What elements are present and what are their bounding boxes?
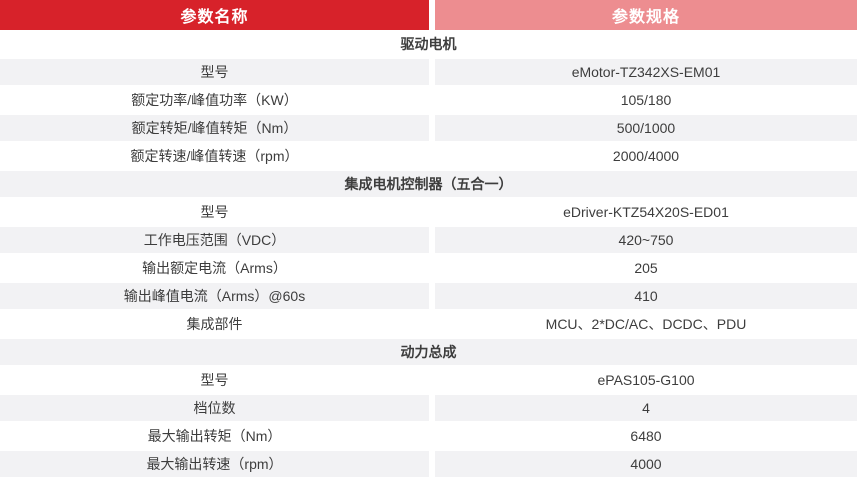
param-name-cell: 型号 — [0, 58, 429, 86]
table-row: 输出额定电流（Arms） 205 — [0, 254, 857, 282]
column-gutter — [429, 86, 435, 114]
section-row-powertrain: 动力总成 — [0, 338, 857, 366]
param-value-cell: 105/180 — [620, 92, 672, 108]
table-row: 最大输出转速（rpm） 4000 — [0, 450, 857, 478]
column-gutter — [429, 114, 435, 142]
param-value-cell: 6480 — [630, 428, 662, 444]
table-row: 集成部件 MCU、2*DC/AC、DCDC、PDU — [0, 310, 857, 338]
param-name-cell: 输出峰值电流（Arms）@60s — [0, 282, 429, 310]
column-gutter — [429, 198, 435, 226]
param-value-cell: 420~750 — [435, 226, 857, 254]
table-row: 额定功率/峰值功率（KW） 105/180 — [0, 86, 857, 114]
param-value-cell: MCU、2*DC/AC、DCDC、PDU — [545, 316, 747, 332]
table-row: 型号 ePAS105-G100 — [0, 366, 857, 394]
column-gutter — [429, 0, 435, 30]
param-name-cell: 最大输出转速（rpm） — [0, 450, 429, 478]
table-header-row: 参数名称 参数规格 — [0, 0, 857, 30]
param-name-cell: 档位数 — [0, 394, 429, 422]
param-name-cell: 额定转速/峰值转速（rpm） — [130, 148, 299, 164]
param-name-cell: 额定功率/峰值功率（KW） — [131, 92, 298, 108]
param-value-cell: ePAS105-G100 — [597, 372, 695, 388]
header-param-name: 参数名称 — [0, 0, 429, 30]
column-gutter — [429, 58, 435, 86]
param-name-cell: 型号 — [200, 204, 229, 220]
param-name-cell: 最大输出转矩（Nm） — [147, 428, 282, 444]
table-row: 额定转矩/峰值转矩（Nm） 500/1000 — [0, 114, 857, 142]
table-row: 额定转速/峰值转速（rpm） 2000/4000 — [0, 142, 857, 170]
column-gutter — [429, 142, 435, 170]
column-gutter — [429, 310, 435, 338]
param-value-cell: 500/1000 — [435, 114, 857, 142]
param-value-cell: 4 — [435, 394, 857, 422]
column-gutter — [429, 422, 435, 450]
param-value-cell: 205 — [634, 260, 658, 276]
column-gutter — [429, 254, 435, 282]
table-row: 档位数 4 — [0, 394, 857, 422]
param-name-cell: 工作电压范围（VDC） — [0, 226, 429, 254]
section-row-drive-motor: 驱动电机 — [0, 30, 857, 58]
table-row: 型号 eDriver-KTZ54X20S-ED01 — [0, 198, 857, 226]
section-row-controller: 集成电机控制器（五合一） — [0, 170, 857, 198]
param-value-cell: eMotor-TZ342XS-EM01 — [435, 58, 857, 86]
param-name-cell: 集成部件 — [186, 316, 243, 332]
column-gutter — [429, 226, 435, 254]
table-row: 工作电压范围（VDC） 420~750 — [0, 226, 857, 254]
column-gutter — [429, 450, 435, 478]
section-label: 驱动电机 — [400, 36, 457, 52]
header-param-spec: 参数规格 — [435, 0, 857, 30]
table-row: 最大输出转矩（Nm） 6480 — [0, 422, 857, 450]
section-label: 集成电机控制器（五合一） — [0, 170, 857, 198]
param-value-cell: 2000/4000 — [612, 148, 680, 164]
section-label: 动力总成 — [0, 338, 857, 366]
param-name-cell: 额定转矩/峰值转矩（Nm） — [0, 114, 429, 142]
param-name-cell: 输出额定电流（Arms） — [142, 260, 287, 276]
param-value-cell: 4000 — [435, 450, 857, 478]
param-name-cell: 型号 — [200, 372, 229, 388]
table-row: 型号 eMotor-TZ342XS-EM01 — [0, 58, 857, 86]
param-value-cell: eDriver-KTZ54X20S-ED01 — [563, 204, 729, 220]
param-value-cell: 410 — [435, 282, 857, 310]
column-gutter — [429, 282, 435, 310]
column-gutter — [429, 394, 435, 422]
table-row: 输出峰值电流（Arms）@60s 410 — [0, 282, 857, 310]
column-gutter — [429, 366, 435, 394]
